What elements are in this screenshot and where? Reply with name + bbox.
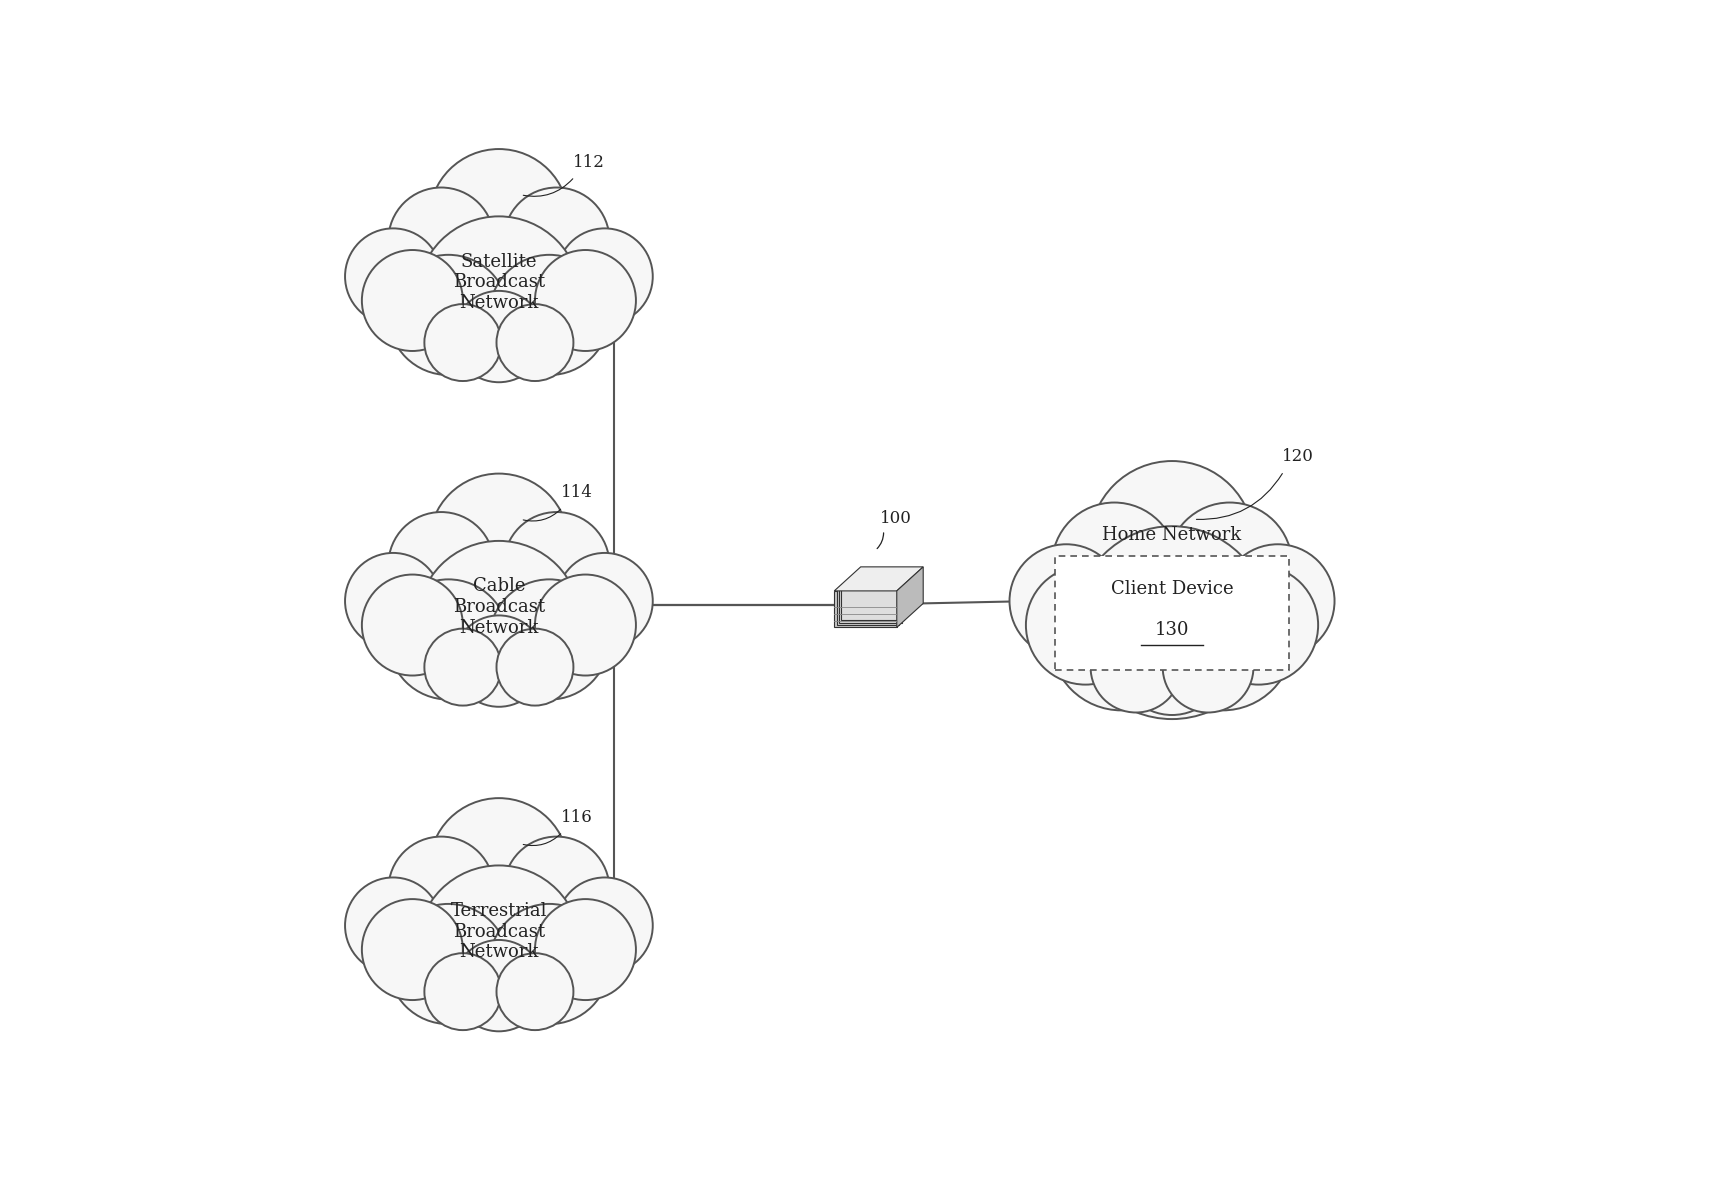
Circle shape [363,575,462,676]
Circle shape [1152,569,1293,710]
Circle shape [346,877,442,974]
Text: 100: 100 [880,510,911,526]
Circle shape [388,512,493,618]
Text: Terrestrial
Broadcast
Network: Terrestrial Broadcast Network [450,902,547,962]
Circle shape [430,798,569,938]
Text: 112: 112 [572,154,605,171]
Circle shape [497,304,574,381]
Circle shape [535,899,636,1000]
Circle shape [430,474,569,613]
FancyBboxPatch shape [1055,555,1289,671]
Circle shape [454,940,545,1031]
Circle shape [430,149,569,288]
Polygon shape [839,587,901,623]
Polygon shape [842,584,904,620]
Circle shape [346,228,442,325]
Circle shape [1167,502,1293,627]
Text: 130: 130 [1155,621,1190,638]
Circle shape [425,953,502,1030]
Text: Client Device: Client Device [1110,581,1233,597]
Text: 120: 120 [1282,448,1313,465]
Circle shape [388,188,493,293]
Circle shape [490,904,610,1024]
Circle shape [1009,545,1123,657]
Circle shape [346,553,442,649]
Circle shape [454,291,545,382]
Circle shape [418,865,581,1029]
Polygon shape [897,567,923,627]
Circle shape [504,837,610,942]
Circle shape [535,250,636,351]
Circle shape [363,899,462,1000]
Circle shape [388,837,493,942]
Circle shape [388,904,509,1024]
Circle shape [1090,462,1255,625]
Polygon shape [837,589,899,625]
Circle shape [418,216,581,380]
Circle shape [388,579,509,700]
Circle shape [497,953,574,1030]
Circle shape [504,188,610,293]
Circle shape [388,255,509,375]
Polygon shape [834,567,923,591]
Circle shape [454,615,545,707]
Circle shape [1050,569,1193,710]
Circle shape [1026,565,1145,685]
Circle shape [425,304,502,381]
Circle shape [1162,621,1253,713]
Text: Home Network: Home Network [1102,526,1241,543]
Text: Cable
Broadcast
Network: Cable Broadcast Network [452,577,545,637]
Circle shape [1117,607,1226,715]
Circle shape [425,629,502,706]
Text: 114: 114 [560,484,593,501]
Polygon shape [834,591,897,627]
Circle shape [1052,502,1178,627]
Circle shape [557,877,653,974]
Circle shape [1198,565,1318,685]
Circle shape [535,575,636,676]
Text: Satellite
Broadcast
Network: Satellite Broadcast Network [452,252,545,313]
Circle shape [490,579,610,700]
Circle shape [418,541,581,704]
Circle shape [557,553,653,649]
Circle shape [1090,621,1181,713]
Circle shape [1076,526,1269,719]
Circle shape [1220,545,1334,657]
Text: 116: 116 [560,809,593,826]
Circle shape [497,629,574,706]
Circle shape [557,228,653,325]
Circle shape [504,512,610,618]
Circle shape [363,250,462,351]
Circle shape [490,255,610,375]
